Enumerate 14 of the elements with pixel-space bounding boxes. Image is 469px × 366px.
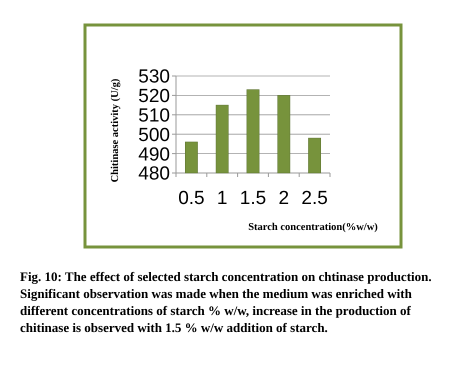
y-tick-label: 500 bbox=[138, 124, 170, 146]
y-tick-label: 480 bbox=[138, 164, 170, 185]
x-tick-label: 0.5 bbox=[178, 188, 205, 209]
y-axis-title: Chitinase activity (U/g) bbox=[110, 78, 121, 182]
x-tick-label: 1.5 bbox=[240, 188, 266, 209]
y-tick-label: 490 bbox=[138, 144, 170, 166]
x-tick-label: 1 bbox=[216, 188, 228, 209]
x-axis-title: Starch concentration(%w/w) bbox=[248, 222, 378, 233]
x-tick-label: 2.5 bbox=[301, 188, 328, 209]
y-tick-label: 520 bbox=[138, 86, 170, 108]
x-tick-label: 2 bbox=[278, 188, 290, 209]
y-tick-label: 510 bbox=[138, 105, 170, 126]
caption: Fig. 10: The effect of selected starch concentration on chtinase production. Significant observation was made when the medium was enriched with different concentrations of starch % w/w, increase in the production of chitinase is observed with 1.5 % w/w addition of starch. bbox=[20, 269, 432, 335]
y-tick-label: 530 bbox=[138, 66, 170, 88]
